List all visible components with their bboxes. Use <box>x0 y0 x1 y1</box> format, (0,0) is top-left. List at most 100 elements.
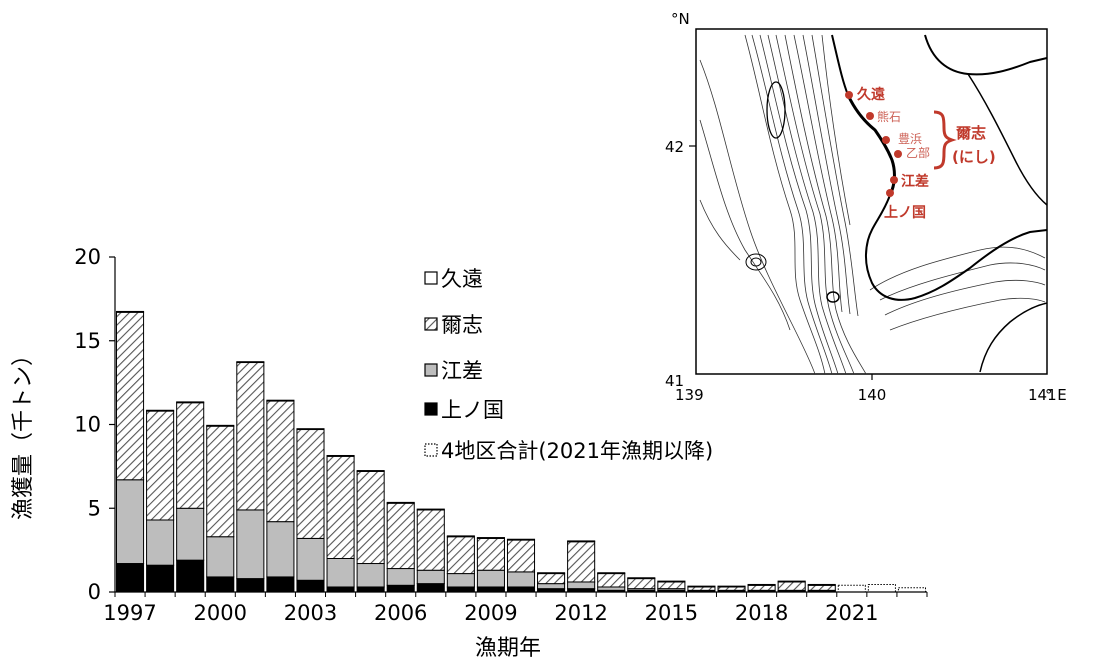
bar-2008-series-3 <box>446 535 475 538</box>
bar-2019-series-3 <box>777 580 806 583</box>
seamount-center <box>826 291 840 303</box>
bar-2005-series-2 <box>356 470 385 565</box>
label-kumaishi: 熊石 <box>877 109 901 124</box>
bar-1998-series-0 <box>146 564 175 593</box>
bar-1998-series-1 <box>146 519 175 566</box>
bathymetry-contours <box>699 34 1046 375</box>
bar-2003-series-0 <box>296 579 325 593</box>
lat-unit-label: °N <box>671 10 690 28</box>
nishi-brace <box>933 110 957 170</box>
bar-2010-series-1 <box>506 571 536 588</box>
y-ticks: 0 5 10 15 20 <box>74 245 115 604</box>
bar-2010-series-0 <box>506 586 536 593</box>
bar-2004-series-0 <box>326 586 355 593</box>
place-markers <box>845 91 902 197</box>
bar-2001-series-3 <box>236 361 265 364</box>
bar-2015-series-2 <box>657 581 686 590</box>
label-toyohama: 豊浜 <box>898 132 922 146</box>
y-tick-label-5: 5 <box>88 496 101 520</box>
bar-2008-series-1 <box>446 573 475 588</box>
bar-2010-series-2 <box>506 539 536 573</box>
lat-label-42: 42 <box>665 138 684 156</box>
bar-2004-series-3 <box>326 454 355 457</box>
x-ticks: 1997 2000 2003 2006 2009 2012 2015 2018 2021 <box>103 592 928 625</box>
bar-2014-series-3 <box>627 577 656 580</box>
bar-2012-series-2 <box>567 541 596 583</box>
map-axes: °N 42 41 139 140 141 ° E <box>665 10 1067 404</box>
bar-2010-series-3 <box>506 538 536 541</box>
marker-kaminokuni <box>886 189 894 197</box>
bar-2016-series-3 <box>687 585 716 588</box>
bar-1998-series-3 <box>146 409 175 412</box>
bar-1997-series-0 <box>116 563 145 593</box>
legend-label-total: 4地区合計(2021年漁期以降) <box>441 439 713 463</box>
bar-2008-series-0 <box>446 586 475 593</box>
label-kudo: 久遠 <box>856 86 885 103</box>
bar-2020-series-2 <box>807 584 836 591</box>
y-tick-label-20: 20 <box>74 245 101 269</box>
bar-2009-series-1 <box>476 569 505 588</box>
bar-2011-series-1 <box>537 583 566 590</box>
bar-2009-series-2 <box>476 537 505 571</box>
x-tick-label-2003: 2003 <box>284 601 337 625</box>
coastline-south <box>979 302 1048 373</box>
label-nishi: 爾志 <box>955 124 986 142</box>
legend-swatch-kudo <box>424 271 438 285</box>
island-okushiri <box>766 81 786 139</box>
bar-1999-series-1 <box>176 507 205 561</box>
legend-swatch-esashi <box>424 363 438 377</box>
bar-2011-series-2 <box>537 573 566 585</box>
bar-2003-series-3 <box>296 428 325 431</box>
bar-2012-series-1 <box>567 581 596 590</box>
bar-2019-series-2 <box>777 581 806 591</box>
marker-otobe <box>894 150 902 158</box>
lat-label-41: 41 <box>665 372 684 390</box>
bar-2002-series-2 <box>266 400 295 523</box>
bar-2011-series-3 <box>537 572 566 575</box>
map-frame <box>695 28 1048 375</box>
y-tick-label-15: 15 <box>74 329 101 353</box>
catch-bar-chart: 0 5 10 15 20 1997 2000 2003 2006 2009 2012 2015 201… <box>11 245 928 661</box>
label-nishi-reading: (にし) <box>952 148 996 166</box>
bar-2009-series-0 <box>476 586 505 593</box>
legend: 久遠 爾志 江差 上ノ国 4地区合計(2021年漁期以降) <box>424 267 713 463</box>
marker-toyohama <box>882 136 890 144</box>
seamount-west <box>745 253 767 271</box>
bar-2018-series-3 <box>747 583 776 586</box>
bar-2013-series-1 <box>597 586 626 591</box>
x-tick-label-1997: 1997 <box>103 601 156 625</box>
bar-2018-series-2 <box>747 584 776 591</box>
lon-label-141: 141 <box>1028 386 1057 404</box>
bar-2013-series-3 <box>597 572 626 575</box>
bar-2003-series-1 <box>296 537 325 581</box>
bar-2005-series-3 <box>356 470 385 472</box>
legend-label-nishi: 爾志 <box>441 313 483 337</box>
bar-2001-series-2 <box>236 362 265 511</box>
bar-2007-series-2 <box>416 509 445 571</box>
x-tick-label-2000: 2000 <box>194 601 247 625</box>
y-axis-title: 漁獲量（千トン） <box>11 344 36 520</box>
marker-esashi <box>890 176 898 184</box>
x-tick-label-2009: 2009 <box>464 601 517 625</box>
lon-label-140: 140 <box>858 386 887 404</box>
bar-1999-series-0 <box>176 559 205 593</box>
bar-2008-series-2 <box>446 536 475 575</box>
bar-2012-series-3 <box>567 540 596 543</box>
bar-1997-series-2 <box>116 311 145 481</box>
bar-2004-series-1 <box>326 558 355 588</box>
bar-2001-series-1 <box>236 509 265 580</box>
bar-2006-series-3 <box>386 501 415 504</box>
bar-2021-series-4 <box>837 584 866 593</box>
bar-2013-series-2 <box>597 573 626 588</box>
bar-2000-series-1 <box>206 536 235 578</box>
bar-2002-series-3 <box>266 399 295 402</box>
label-esashi: 江差 <box>901 173 929 190</box>
legend-item-kudo: 久遠 <box>424 267 483 291</box>
x-tick-label-2015: 2015 <box>645 601 698 625</box>
bar-2017-series-3 <box>717 585 746 588</box>
coastline-bay <box>967 73 1048 206</box>
bar-2000-series-3 <box>206 424 235 427</box>
bar-2015-series-3 <box>657 580 686 583</box>
lon-label-139: 139 <box>675 386 704 404</box>
